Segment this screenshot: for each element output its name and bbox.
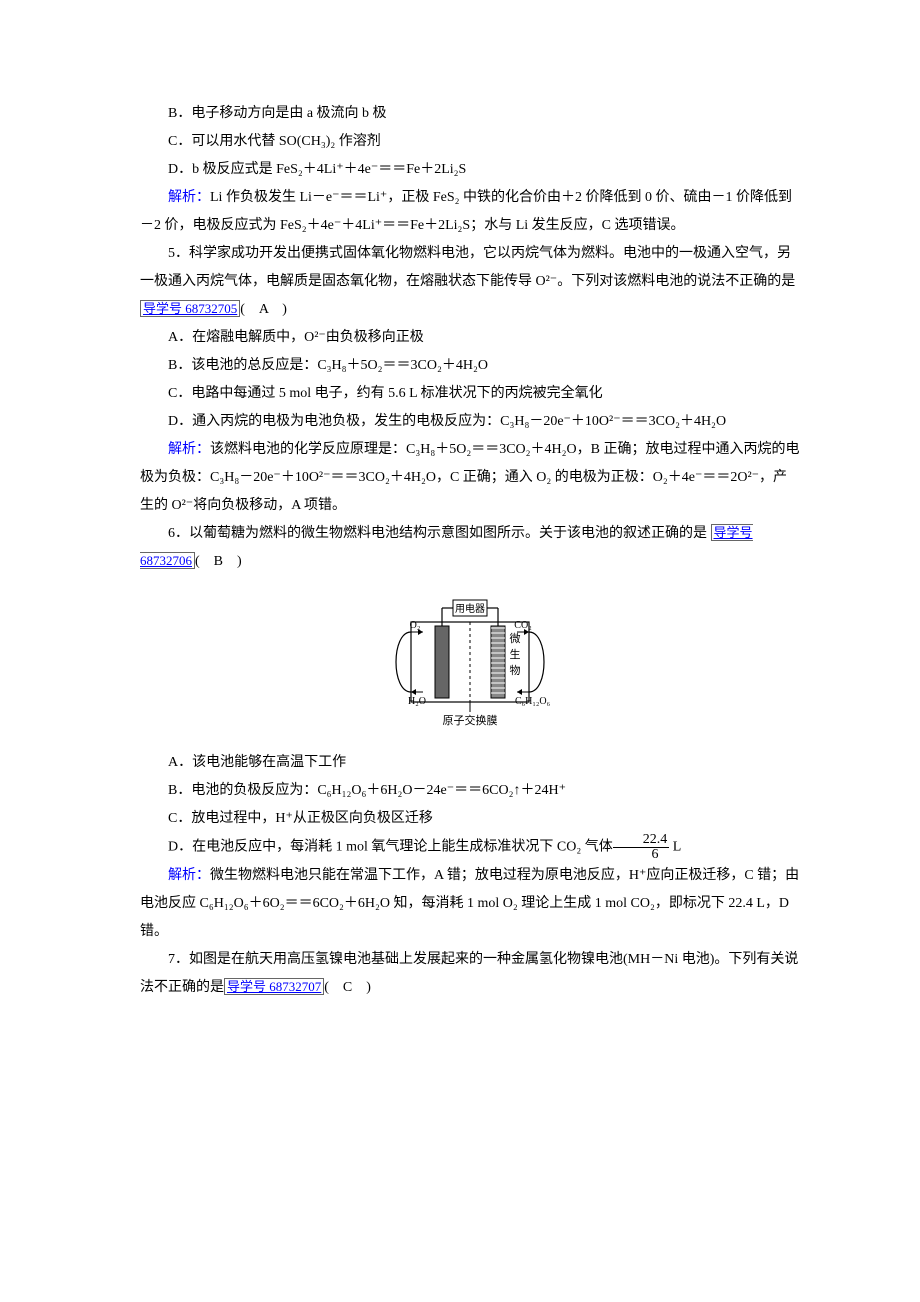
frac-den: 6 [613,848,670,862]
svg-text:H₂O: H₂O [408,696,426,707]
option-b-5: B．该电池的总反应是：C₃H₈＋5O₂＝＝3CO₂＋4H₂O [140,352,800,380]
option-d-4: D．b 极反应式是 FeS₂＋4Li⁺＋4e⁻＝＝Fe＋2Li₂S [140,156,800,184]
option-c-4: C．可以用水代替 SO(CH₃)₂ 作溶剂 [140,128,800,156]
option-c-6: C．放电过程中，H⁺从正极区向负极区迁移 [140,805,800,833]
option-a-6: A．该电池能够在高温下工作 [140,749,800,777]
question-5: 5．科学家成功开发出便携式固体氧化物燃料电池，它以丙烷气体为燃料。电池中的一极通… [140,240,800,324]
answer-4: 解析：Li 作负极发生 Li－e⁻＝＝Li⁺，正极 FeS₂ 中铁的化合价由＋2… [140,184,800,240]
option-d-6-text-b: L [669,840,681,855]
fuel-cell-diagram: 用电器 O₂ H₂O CO₂ C₆H₁₂O₆ 微生物原子交换膜 [140,584,800,745]
option-d-6-text-a: D．在电池反应中，每消耗 1 mol 氧气理论上能生成标准状况下 CO₂ 气体 [168,840,613,855]
frac-num: 22.4 [613,833,670,848]
svg-text:用电器: 用电器 [455,602,485,615]
answer-5: 解析：该燃料电池的化学反应原理是：C₃H₈＋5O₂＝＝3CO₂＋4H₂O，B 正… [140,436,800,520]
svg-text:CO₂: CO₂ [514,620,531,631]
answer-label-5: 解析： [168,442,210,457]
option-a-5: A．在熔融电解质中，O²⁻由负极移向正极 [140,324,800,352]
option-d-5: D．通入丙烷的电极为电池负极，发生的电极反应为：C₃H₈－20e⁻＋10O²⁻＝… [140,408,800,436]
ref-link-5[interactable]: 导学号 68732705 [140,300,240,317]
question-6-stem: 6．以葡萄糖为燃料的微生物燃料电池结构示意图如图所示。关于该电池的叙述正确的是 [140,520,707,548]
option-d-6-fraction: 22.46 [613,833,670,862]
answer-body-6: 微生物燃料电池只能在常温下工作，A 错；放电过程为原电池反应，H⁺应向正极迁移，… [140,868,799,939]
option-b-6: B．电池的负极反应为：C₆H₁₂O₆＋6H₂O－24e⁻＝＝6CO₂↑＋24H⁺ [140,777,800,805]
answer-body-4: Li 作负极发生 Li－e⁻＝＝Li⁺，正极 FeS₂ 中铁的化合价由＋2 价降… [140,190,792,233]
question-7-answer: ( C ) [324,980,371,995]
svg-text:原子交换膜: 原子交换膜 [443,713,498,727]
question-6-answer: ( B ) [195,554,242,569]
question-6: 6．以葡萄糖为燃料的微生物燃料电池结构示意图如图所示。关于该电池的叙述正确的是 … [140,520,800,576]
answer-6: 解析：微生物燃料电池只能在常温下工作，A 错；放电过程为原电池反应，H⁺应向正极… [140,862,800,946]
ref-link-7[interactable]: 导学号 68732707 [224,978,324,995]
answer-label-6: 解析： [168,868,210,883]
answer-body-5: 该燃料电池的化学反应原理是：C₃H₈＋5O₂＝＝3CO₂＋4H₂O，B 正确；放… [140,442,799,513]
svg-text:生: 生 [510,647,521,661]
svg-text:微: 微 [510,631,521,645]
option-b-4: B．电子移动方向是由 a 极流向 b 极 [140,100,800,128]
question-5-answer: ( A ) [240,302,287,317]
answer-label-4: 解析： [168,190,210,205]
option-c-5: C．电路中每通过 5 mol 电子，约有 5.6 L 标准状况下的丙烷被完全氧化 [140,380,800,408]
option-d-6: D．在电池反应中，每消耗 1 mol 氧气理论上能生成标准状况下 CO₂ 气体2… [140,833,800,862]
svg-text:物: 物 [510,663,521,677]
question-5-stem: 5．科学家成功开发出便携式固体氧化物燃料电池，它以丙烷气体为燃料。电池中的一极通… [140,246,795,289]
svg-text:C₆H₁₂O₆: C₆H₁₂O₆ [515,696,551,707]
question-7: 7．如图是在航天用高压氢镍电池基础上发展起来的一种金属氢化物镍电池(MH－Ni … [140,946,800,1002]
svg-text:O₂: O₂ [410,620,421,631]
